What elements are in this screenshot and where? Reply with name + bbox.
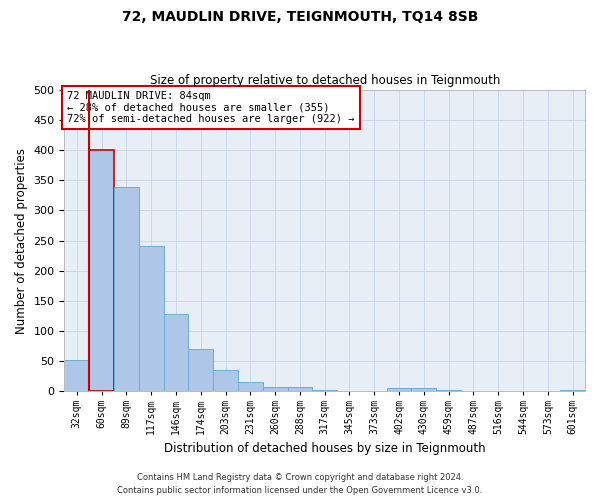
Bar (164, 314, 188, 392)
Y-axis label: Number of detached properties: Number of detached properties (15, 148, 28, 334)
Bar (188, 349, 213, 392)
Bar (412, 388, 436, 392)
Bar (313, 390, 337, 392)
Bar (560, 390, 585, 392)
Bar (263, 387, 287, 392)
X-axis label: Distribution of detached houses by size in Teignmouth: Distribution of detached houses by size … (164, 442, 485, 455)
Bar (64, 360, 89, 392)
Bar (386, 388, 412, 392)
Bar (238, 382, 263, 392)
Text: Contains HM Land Registry data © Crown copyright and database right 2024.
Contai: Contains HM Land Registry data © Crown c… (118, 474, 482, 495)
Title: Size of property relative to detached houses in Teignmouth: Size of property relative to detached ho… (149, 74, 500, 87)
Bar (89, 150, 114, 392)
Text: 72, MAUDLIN DRIVE, TEIGNMOUTH, TQ14 8SB: 72, MAUDLIN DRIVE, TEIGNMOUTH, TQ14 8SB (122, 10, 478, 24)
Bar (139, 246, 164, 392)
Bar (114, 188, 139, 392)
Bar (287, 387, 313, 392)
Bar (213, 370, 238, 392)
Text: 72 MAUDLIN DRIVE: 84sqm
← 28% of detached houses are smaller (355)
72% of semi-d: 72 MAUDLIN DRIVE: 84sqm ← 28% of detache… (67, 91, 355, 124)
Bar (436, 390, 461, 392)
